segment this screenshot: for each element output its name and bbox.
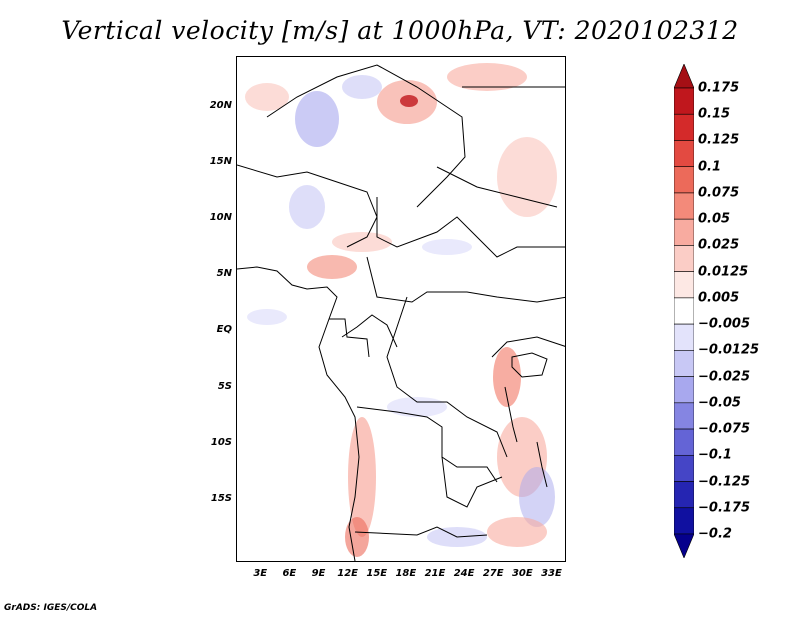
colorbar-box xyxy=(674,376,694,404)
colorbar-label: 0.025 xyxy=(698,237,740,253)
field-patch-blue xyxy=(387,397,447,417)
lon-label-27e: 27E xyxy=(482,568,504,579)
lon-label-12e: 12E xyxy=(337,568,358,579)
border-gabon xyxy=(329,318,370,358)
colorbar-box xyxy=(674,350,694,377)
field-patch-red xyxy=(348,417,376,537)
colorbar-label: −0.125 xyxy=(698,474,751,490)
border-central-2 xyxy=(366,256,565,303)
lon-label-33e: 33E xyxy=(541,568,562,579)
lat-label-5s: 5S xyxy=(217,380,232,392)
field-patch-blue xyxy=(342,75,382,99)
border-sahel xyxy=(237,164,378,248)
colorbar-label: 0.1 xyxy=(698,159,722,175)
colorbar-bottom-triangle xyxy=(674,533,694,558)
colorbar-label: −0.1 xyxy=(698,447,732,463)
colorbar-box xyxy=(674,218,694,246)
colorbar-top-triangle xyxy=(674,64,694,89)
colorbar-label: −0.005 xyxy=(698,316,751,332)
colorbar xyxy=(674,64,694,558)
boundaries xyxy=(237,64,565,561)
map-panel xyxy=(236,56,566,562)
colorbar-box xyxy=(674,113,694,141)
border-northeast xyxy=(436,166,558,208)
colorbar-label: −0.075 xyxy=(698,421,751,437)
colorbar-box xyxy=(674,192,694,220)
field-patch-red-core xyxy=(400,95,418,107)
colorbar-box xyxy=(674,297,694,325)
colorbar-label: 0.005 xyxy=(698,290,740,306)
colorbar-label: −0.175 xyxy=(698,500,751,516)
field-patch-red xyxy=(345,517,369,557)
colorbar-box xyxy=(674,245,694,272)
lat-label-10s: 10S xyxy=(210,436,232,448)
lat-label-5n: 5N xyxy=(216,268,232,280)
border-northwest xyxy=(266,64,466,208)
field-patch-blue xyxy=(247,309,287,325)
lake-malawi xyxy=(536,441,548,488)
colorbar-box xyxy=(674,507,694,535)
colorbar-box xyxy=(674,481,694,509)
lon-label-15e: 15E xyxy=(366,568,388,579)
lake-tanganyika xyxy=(504,386,518,443)
border-central xyxy=(376,197,565,258)
lon-label-18e: 18E xyxy=(395,568,417,579)
colorbar-label: 0.075 xyxy=(698,185,740,201)
lat-label-15s: 15S xyxy=(210,493,232,505)
colorbar-label: 0.175 xyxy=(698,80,740,96)
colorbar-box xyxy=(674,402,694,430)
border-south xyxy=(356,406,498,483)
lon-label-3e: 3E xyxy=(253,568,268,579)
border-congo xyxy=(386,296,508,458)
map-title: Vertical velocity [m/s] at 1000hPa, VT: … xyxy=(61,16,739,45)
lon-label-21e: 21E xyxy=(424,568,446,579)
colorbar-label: 0.125 xyxy=(698,132,740,148)
colorbar-box xyxy=(674,166,694,194)
field-patch-blue xyxy=(422,239,472,255)
lon-label-30e: 30E xyxy=(511,568,533,579)
colorbar-box xyxy=(674,87,694,115)
lon-label-6e: 6E xyxy=(282,568,297,579)
colorbar-label: 0.05 xyxy=(698,211,731,227)
field-patch-red xyxy=(493,347,521,407)
lake-victoria xyxy=(511,352,548,378)
field-patch-red xyxy=(245,83,289,111)
colorbar-label: 0.15 xyxy=(698,106,731,122)
coastline-west-africa xyxy=(237,266,360,561)
lat-label-20n: 20N xyxy=(209,99,232,111)
colorbar-box xyxy=(674,454,694,482)
colorbar-label: −0.05 xyxy=(698,395,741,411)
colorbar-box xyxy=(674,140,694,168)
lon-label-24e: 24E xyxy=(453,568,475,579)
colorbar-box xyxy=(674,271,694,299)
field-patch-red xyxy=(307,255,357,279)
colorbar-label: 0.0125 xyxy=(698,264,749,280)
velocity-field-map xyxy=(237,63,565,561)
field-patch-blue xyxy=(289,185,325,229)
border-zambia xyxy=(441,456,503,508)
border-east xyxy=(491,336,565,358)
field-patch-red xyxy=(487,517,547,547)
field-patch-red xyxy=(447,63,527,91)
colorbar-box xyxy=(674,428,694,456)
velocity-field xyxy=(245,63,557,557)
colorbar-box xyxy=(674,323,694,351)
field-patch-red xyxy=(497,137,557,217)
lat-label-15n: 15N xyxy=(209,155,232,167)
grads-credit: GrADS: IGES/COLA xyxy=(4,603,98,613)
lon-label-9e: 9E xyxy=(311,568,326,579)
lat-label-eq: EQ xyxy=(216,324,232,336)
colorbar-label: −0.0125 xyxy=(698,342,760,358)
colorbar-label: −0.025 xyxy=(698,369,751,385)
border-angola-namibia xyxy=(354,526,488,538)
border-congo-river xyxy=(341,314,398,348)
lat-label-10n: 10N xyxy=(209,212,232,224)
field-patch-blue xyxy=(295,91,339,147)
colorbar-label: −0.2 xyxy=(698,526,732,542)
field-patch-red xyxy=(332,232,392,252)
